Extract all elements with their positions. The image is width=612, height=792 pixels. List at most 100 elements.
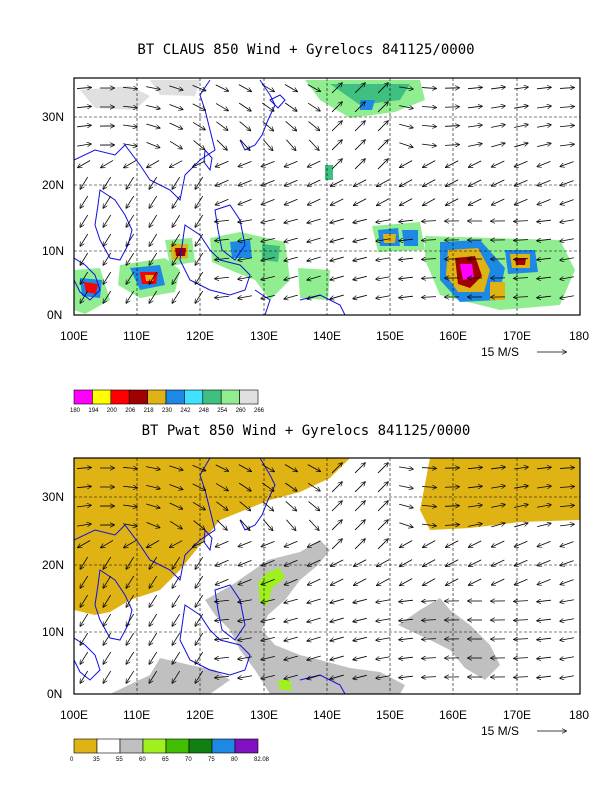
wind-arrow xyxy=(376,638,390,641)
legend-label: 242 xyxy=(180,408,191,414)
wind-arrow xyxy=(514,620,529,621)
wind-arrow xyxy=(285,160,298,167)
wind-arrow xyxy=(261,579,275,584)
wind-arrow xyxy=(172,613,181,626)
wind-arrow xyxy=(376,619,390,622)
legend-swatch xyxy=(184,389,204,405)
wind-arrow xyxy=(103,176,112,189)
wind-arrow xyxy=(286,519,295,531)
wind-arrow xyxy=(514,278,529,279)
wind-arrow xyxy=(285,198,298,205)
panel-2-color-legend: 0 35 55 60 65 70 75 80 82.08 xyxy=(70,738,270,763)
wind-arrow xyxy=(284,256,298,261)
wind-arrow xyxy=(172,632,181,645)
panel-2-axis-labels: 30N 20N 10N 0N 100E 110E 120E 130E 140E … xyxy=(42,490,589,722)
wind-arrow xyxy=(238,161,252,166)
wind-arrow xyxy=(126,271,135,284)
wind-arrow xyxy=(215,657,230,659)
wind-arrow xyxy=(261,617,275,621)
wind-arrow xyxy=(172,176,181,189)
wind-arrow xyxy=(354,463,365,474)
wind-arrow xyxy=(192,501,205,509)
wind-arrow xyxy=(149,252,158,265)
wind-arrow xyxy=(353,275,367,279)
legend-swatch xyxy=(142,738,167,754)
wind-arrow xyxy=(330,256,344,261)
wind-arrow xyxy=(446,559,459,567)
wind-arrow xyxy=(238,482,251,491)
legend-label: 75 xyxy=(208,757,215,763)
wind-arrow xyxy=(103,252,112,265)
legend-swatch xyxy=(202,389,222,405)
wind-arrow xyxy=(514,221,529,222)
wind-arrow xyxy=(377,140,388,151)
wind-arrow xyxy=(146,522,160,527)
wind-arrow xyxy=(284,674,298,679)
wind-arrow xyxy=(331,539,342,550)
wind-arrow xyxy=(560,524,574,526)
wind-arrow xyxy=(126,290,135,303)
wind-arrow xyxy=(215,638,230,640)
wind-arrow xyxy=(80,632,89,645)
wind-arrow xyxy=(399,638,413,640)
wind-arrow xyxy=(126,214,135,227)
wind-arrow xyxy=(80,176,89,189)
wind-arrow xyxy=(149,176,158,189)
wind-arrow xyxy=(215,483,228,490)
wind-arrow xyxy=(354,198,367,206)
x-tick-160e: 160E xyxy=(439,708,467,722)
wind-arrow xyxy=(126,252,135,265)
wind-arrow xyxy=(126,575,135,588)
panel-1-scale-vector: 15 M/S xyxy=(481,345,566,359)
legend-label: 70 xyxy=(185,757,192,763)
wind-arrow xyxy=(78,160,91,167)
wind-arrow xyxy=(172,670,181,683)
wind-arrow xyxy=(262,102,273,111)
legend-swatch xyxy=(239,389,259,405)
wind-arrow xyxy=(238,180,252,185)
wind-arrow xyxy=(377,179,390,187)
wind-arrow xyxy=(537,296,551,298)
wind-arrow xyxy=(263,519,272,531)
wind-arrow xyxy=(195,214,204,227)
wind-arrow xyxy=(444,506,459,507)
wind-arrow xyxy=(377,102,388,113)
wind-arrow xyxy=(238,199,252,204)
wind-arrow xyxy=(195,252,204,265)
wind-arrow xyxy=(400,559,413,567)
wind-arrow xyxy=(126,556,135,569)
wind-arrow xyxy=(80,575,89,588)
wind-arrow xyxy=(514,240,529,241)
wind-arrow xyxy=(284,617,298,622)
wind-arrow xyxy=(399,105,413,109)
panel-1-color-legend: 180 194 200 206 218 230 242 248 254 260 266 xyxy=(70,389,265,414)
x-tick-110e: 110E xyxy=(123,329,150,343)
wind-arrow xyxy=(149,233,158,246)
legend-swatch xyxy=(165,389,185,405)
wind-arrow xyxy=(514,87,528,89)
wind-arrow xyxy=(172,214,181,227)
wind-arrow xyxy=(76,87,91,88)
wind-arrow xyxy=(399,239,413,241)
panel-1-frame xyxy=(73,77,581,316)
wind-arrow xyxy=(308,519,319,530)
wind-arrow xyxy=(284,218,298,223)
wind-arrow xyxy=(147,540,160,548)
panel-1-title: BT CLAUS 850 Wind + Gyrelocs 841125/0000 xyxy=(137,42,475,58)
wind-arrow xyxy=(400,578,413,586)
wind-arrow xyxy=(353,294,367,298)
wind-arrow xyxy=(195,290,204,303)
wind-arrow xyxy=(537,199,551,204)
wind-arrow xyxy=(331,559,344,566)
wind-arrow xyxy=(263,139,272,151)
panel-1-coastlines xyxy=(74,79,346,315)
wind-arrow xyxy=(537,180,551,185)
legend-label: 206 xyxy=(125,408,136,414)
y-tick-0n: 0N xyxy=(47,687,62,701)
wind-arrow xyxy=(514,677,529,678)
wind-arrow xyxy=(216,160,229,167)
wind-arrow xyxy=(240,519,249,530)
wind-arrow xyxy=(400,179,413,187)
wind-arrow xyxy=(149,670,158,683)
wind-arrow xyxy=(399,676,413,678)
